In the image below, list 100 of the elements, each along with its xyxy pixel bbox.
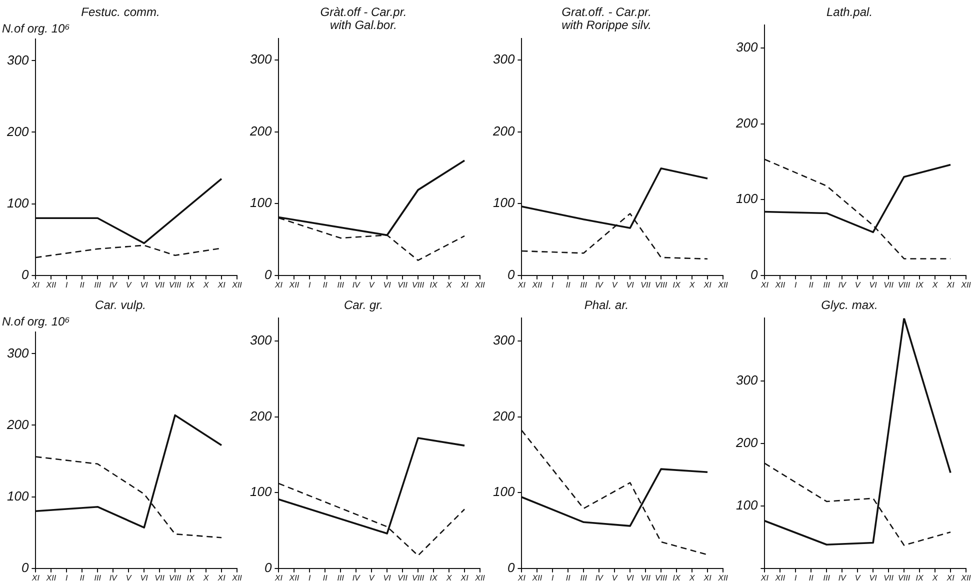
x-tick-label: V — [126, 280, 132, 290]
y-tick-label: 200 — [734, 115, 758, 130]
x-tick-label: III — [337, 280, 345, 290]
y-tick-label: 200 — [248, 408, 272, 424]
x-tick-label: X — [445, 280, 452, 290]
x-tick-label: IV — [352, 280, 361, 290]
x-tick-label: V — [126, 573, 132, 582]
y-tick-label: 300 — [492, 52, 516, 67]
x-tick-label: I — [308, 280, 312, 290]
chart-title: Glyc. max. — [821, 298, 878, 312]
x-tick-label: XII — [474, 280, 486, 290]
x-tick-label: I — [794, 280, 798, 290]
x-tick-label: IV — [109, 280, 118, 290]
x-tick-label: VIII — [898, 573, 911, 582]
y-tick-label: 200 — [6, 124, 30, 139]
y-tick-label: 0 — [264, 560, 272, 576]
x-tick-label: XII — [531, 280, 543, 290]
y-tick-label: 200 — [492, 408, 516, 424]
x-tick-label: VII — [154, 280, 166, 290]
x-tick-label: VII — [884, 280, 894, 290]
x-tick-label: VI — [140, 573, 149, 582]
x-tick-label: V — [854, 280, 861, 290]
x-tick-label: X — [202, 280, 210, 290]
y-tick-label: 0 — [750, 267, 758, 282]
x-tick-label: IX — [430, 280, 438, 290]
y-tick-label: 100 — [736, 191, 758, 206]
x-tick-label: XI — [30, 573, 40, 582]
y-tick-label: 100 — [492, 484, 516, 500]
x-tick-label: VI — [383, 280, 392, 290]
y-tick-label: 300 — [736, 372, 758, 388]
x-tick-label: X — [931, 280, 938, 290]
x-tick-label: XII — [960, 573, 972, 582]
x-tick-label: XII — [231, 573, 243, 582]
y-tick-label: 200 — [492, 123, 516, 138]
x-tick-label: I — [66, 280, 69, 290]
x-tick-label: VIII — [655, 573, 668, 582]
x-tick-label: XI — [702, 280, 712, 290]
chart-title: Phal. ar. — [584, 298, 629, 312]
chart-title: Festuc. comm. — [81, 4, 160, 19]
x-tick-label: IX — [672, 280, 681, 290]
x-tick-label: VIII — [412, 280, 425, 290]
x-tick-label: II — [322, 573, 328, 582]
x-tick-label: V — [368, 280, 375, 290]
x-tick-label: XI — [274, 280, 284, 290]
x-tick-label: III — [823, 573, 831, 582]
x-tick-label: XII — [45, 280, 57, 290]
y-tick-label: 100 — [250, 195, 272, 210]
y-tick-label: 100 — [6, 488, 30, 504]
y-tick-label: 100 — [492, 195, 516, 210]
x-tick-label: XII — [45, 573, 57, 582]
x-tick-label: XII — [717, 573, 729, 582]
x-tick-label: VII — [884, 573, 894, 582]
x-tick-label: III — [580, 573, 588, 582]
x-tick-label: VII — [398, 280, 408, 290]
x-tick-label: VI — [626, 573, 635, 582]
y-axis-title: N.of org. 10⁶ — [2, 314, 70, 329]
x-tick-label: XII — [717, 280, 729, 290]
x-tick-label: X — [931, 573, 938, 582]
x-tick-label: IV — [595, 573, 604, 582]
x-tick-label: I — [794, 573, 798, 582]
x-tick-label: IX — [186, 280, 195, 290]
x-tick-label: XI — [760, 573, 770, 582]
x-tick-label: II — [566, 573, 572, 582]
y-tick-label: 300 — [250, 332, 272, 348]
x-tick-label: II — [566, 280, 572, 290]
x-tick-label: IV — [109, 573, 118, 582]
chart-title: Car. vulp. — [95, 298, 146, 312]
x-tick-label: IX — [186, 573, 195, 582]
x-tick-label: III — [94, 573, 102, 582]
chart-title: Lath.pal. — [826, 4, 873, 19]
x-tick-label: I — [66, 573, 69, 582]
x-tick-label: II — [322, 280, 328, 290]
x-tick-label: XI — [216, 573, 226, 582]
y-tick-label: 300 — [250, 52, 272, 67]
x-tick-label: III — [94, 280, 102, 290]
x-tick-label: VII — [640, 280, 652, 290]
x-tick-label: V — [612, 280, 618, 290]
y-tick-label: 0 — [21, 267, 30, 282]
x-tick-label: VIII — [169, 280, 182, 290]
x-tick-label: X — [445, 573, 452, 582]
x-tick-label: V — [612, 573, 618, 582]
x-tick-label: VIII — [655, 280, 668, 290]
x-tick-label: VIII — [898, 280, 911, 290]
x-tick-label: III — [580, 280, 588, 290]
x-tick-label: XI — [216, 280, 226, 290]
x-tick-label: IV — [595, 280, 604, 290]
x-tick-label: XI — [946, 573, 956, 582]
x-tick-label: VI — [869, 280, 878, 290]
y-axis-title: N.of org. 10⁶ — [2, 22, 70, 36]
y-tick-label: 100 — [250, 484, 272, 500]
x-tick-label: XII — [288, 280, 300, 290]
x-tick-label: XI — [946, 280, 956, 290]
x-tick-label: VI — [383, 573, 392, 582]
x-tick-label: XII — [960, 280, 972, 290]
x-tick-label: I — [308, 573, 312, 582]
x-tick-label: X — [202, 573, 210, 582]
x-tick-label: II — [808, 280, 814, 290]
y-tick-label: 200 — [6, 416, 30, 432]
y-tick-label: 100 — [6, 195, 30, 210]
y-tick-label: 300 — [6, 345, 30, 360]
